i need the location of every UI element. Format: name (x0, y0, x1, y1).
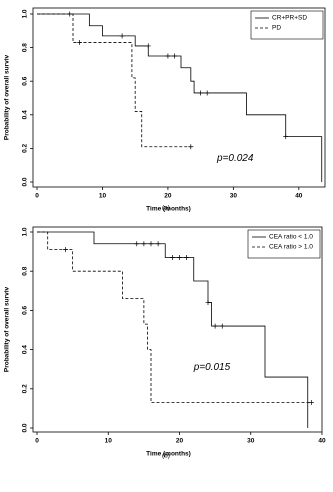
censor-mark (184, 254, 190, 260)
censor-mark (148, 241, 154, 247)
survival-curve (37, 13, 191, 148)
x-tick-label: 20 (176, 438, 184, 445)
censor-mark (155, 241, 161, 247)
annotation: p=0.024 (216, 153, 254, 164)
panel-label: (a) (162, 205, 170, 212)
x-tick-label: 10 (99, 193, 107, 200)
censor-mark (188, 144, 194, 150)
annotation: p=0.015 (193, 362, 231, 373)
x-tick-label: 30 (230, 193, 238, 200)
y-tick-label: 0.4 (22, 110, 29, 119)
y-tick-label: 0.6 (22, 76, 29, 85)
legend-label: CEA ratio < 1.0 (269, 234, 313, 241)
panel-label: (b) (162, 453, 170, 460)
censor-mark (77, 40, 83, 46)
x-tick-label: 40 (318, 438, 326, 445)
y-tick-label: 0.6 (22, 306, 29, 315)
censor-mark (165, 53, 171, 59)
plot-frame (32, 7, 326, 188)
censor-mark (169, 254, 175, 260)
y-tick-label: 0.0 (22, 177, 29, 186)
x-tick-label: 0 (35, 438, 39, 445)
legend-label: PD (272, 25, 281, 32)
censor-mark (119, 33, 125, 39)
survival-curve (37, 13, 323, 182)
legend-label: CEA ratio > 1.0 (269, 244, 313, 251)
x-tick-label: 20 (164, 193, 172, 200)
y-tick-label: 1.0 (22, 227, 29, 236)
legend-box (250, 10, 324, 40)
censor-mark (212, 323, 218, 329)
y-tick-label: 0.2 (22, 384, 29, 393)
plot-frame (32, 226, 323, 433)
censor-mark (219, 323, 225, 329)
censor-mark (205, 300, 211, 306)
x-tick-label: 10 (105, 438, 113, 445)
legend-box (247, 229, 321, 259)
censor-mark (171, 53, 177, 59)
censor-mark (141, 241, 147, 247)
censor-mark (177, 254, 182, 260)
censor-mark (283, 134, 289, 140)
censor-mark (134, 241, 140, 247)
y-axis-label: Probability of overall surviv (4, 286, 11, 372)
censor-mark (308, 400, 314, 406)
survival-curve (37, 231, 312, 403)
y-tick-label: 0.4 (22, 345, 29, 354)
y-tick-label: 0.8 (22, 266, 29, 275)
legend-label: CR+PR+SD (272, 15, 307, 22)
censor-mark (204, 90, 210, 96)
y-tick-label: 0.8 (22, 43, 29, 52)
y-tick-label: 0.2 (22, 144, 29, 153)
y-axis-label: Probability of overall surviv (4, 54, 11, 140)
x-tick-label: 40 (295, 193, 303, 200)
censor-mark (63, 247, 68, 253)
y-tick-label: 0.0 (22, 423, 29, 432)
survival-curve (37, 231, 309, 428)
x-tick-label: 30 (247, 438, 255, 445)
x-axis-label: Time (months) (146, 451, 191, 458)
y-tick-label: 1.0 (22, 9, 29, 18)
censor-mark (145, 43, 151, 49)
x-axis-label: Time (months) (146, 206, 191, 213)
censor-mark (198, 90, 204, 96)
x-tick-label: 0 (35, 193, 39, 200)
